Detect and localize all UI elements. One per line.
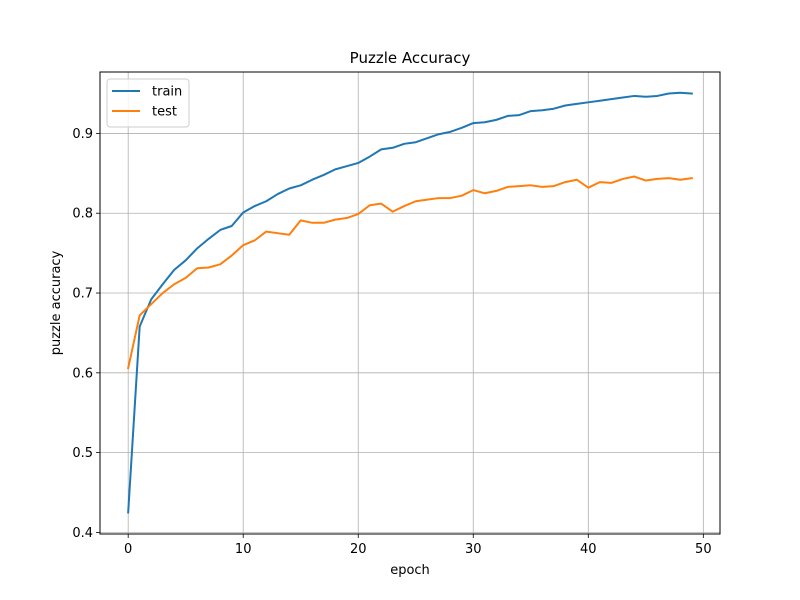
legend: train test — [106, 78, 190, 128]
series-line-train — [127, 91, 693, 514]
x-axis-label: epoch — [390, 563, 430, 578]
legend-label-train: train — [152, 85, 182, 100]
y-axis-label: puzzle accuracy — [49, 250, 64, 355]
plot-frame — [99, 71, 721, 535]
x-tick-label: 10 — [235, 542, 252, 557]
series-layer — [126, 91, 693, 514]
y-tick-label: 0.5 — [72, 446, 93, 461]
y-tick-label: 0.6 — [72, 366, 93, 381]
y-tick-label: 0.4 — [72, 526, 93, 541]
x-tick-label: 50 — [695, 542, 712, 557]
x-tick-label: 40 — [580, 542, 597, 557]
y-tick-label: 0.7 — [72, 287, 93, 302]
grid — [100, 72, 720, 534]
series-line-test — [126, 175, 693, 370]
x-tick-label: 0 — [124, 542, 132, 557]
legend-label-test: test — [152, 105, 177, 120]
x-tick-label: 30 — [465, 542, 482, 557]
x-tick-label: 20 — [350, 542, 367, 557]
y-tick-label: 0.8 — [72, 207, 93, 222]
chart-title: Puzzle Accuracy — [350, 49, 471, 67]
ticks: 0 10 20 30 40 50 0.4 0.5 0.6 0.7 0.8 0.9 — [72, 127, 711, 557]
y-tick-label: 0.9 — [72, 127, 93, 142]
